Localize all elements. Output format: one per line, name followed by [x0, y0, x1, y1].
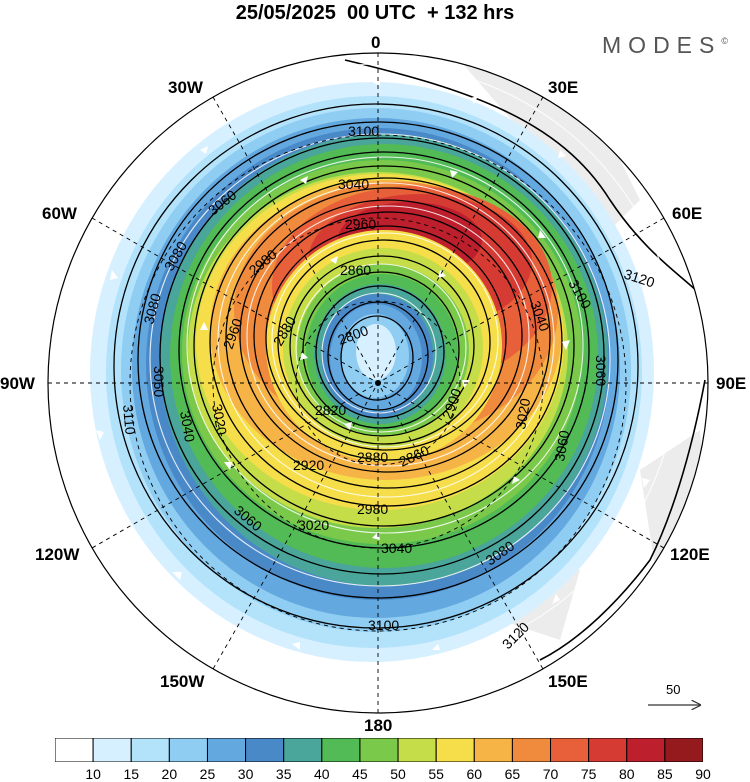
- copyright-mark: ©: [721, 36, 728, 46]
- colorbar-swatch: [397, 737, 437, 763]
- colorbar-swatch: [92, 737, 132, 763]
- logo-text: MODES: [602, 32, 722, 58]
- colorbar-swatch: [130, 737, 170, 763]
- longitude-label-150e: 150E: [548, 672, 588, 691]
- contour-label: 3020: [209, 403, 230, 437]
- colorbar-tick-label: 75: [580, 766, 597, 782]
- colorbar-tick-label: 20: [161, 766, 178, 782]
- contour-label: 3040: [381, 540, 412, 556]
- colorbar-swatch: [54, 737, 94, 763]
- colorbar-swatch: [664, 737, 704, 763]
- colorbar-swatch: [550, 737, 590, 763]
- contour-label: 3040: [177, 410, 198, 444]
- longitude-label-150w: 150W: [160, 672, 205, 691]
- contour-label: 3110: [120, 404, 139, 436]
- colorbar-tick-label: 40: [314, 766, 330, 782]
- colorbar-tick-label: 30: [237, 766, 254, 782]
- longitude-label-120w: 120W: [35, 545, 80, 564]
- longitude-label-30e: 30E: [548, 78, 579, 97]
- longitude-label-0: 0: [371, 33, 381, 52]
- colorbar-tick-label: 35: [275, 766, 292, 782]
- wind-speed-field: [48, 53, 708, 713]
- contour-label: 2880: [357, 449, 388, 465]
- colorbar-tick-label: 45: [352, 766, 368, 782]
- colorbar-tick-label: 80: [618, 766, 635, 782]
- colorbar-tick-label: 65: [504, 766, 521, 782]
- colorbar-swatch: [321, 737, 361, 763]
- colorbar-swatch: [435, 737, 475, 763]
- colorbar-tick-label: 10: [85, 766, 101, 782]
- longitude-label-30w: 30W: [168, 78, 203, 97]
- longitude-label-180: 180: [364, 716, 393, 735]
- contour-label: 3020: [512, 397, 533, 431]
- contour-label: 2860: [340, 262, 371, 278]
- colorbar-swatch: [168, 737, 208, 763]
- contour-label: 3060: [551, 429, 572, 463]
- longitude-label-120e: 120E: [670, 545, 710, 564]
- contour-label: 2820: [315, 402, 346, 418]
- colorbar-swatch: [359, 737, 399, 763]
- colorbar-tick-label: 25: [199, 766, 216, 782]
- contour-label: 3060: [593, 355, 609, 386]
- contour-label: 3020: [298, 517, 329, 533]
- contour-label: 2920: [293, 457, 324, 473]
- colorbar-swatch: [588, 737, 628, 763]
- longitude-label-90e: 90E: [716, 374, 747, 393]
- colorbar: [54, 737, 704, 763]
- wind-reference-label: 50: [666, 682, 681, 697]
- colorbar-swatch: [511, 737, 552, 763]
- colorbar-tick-label: 50: [390, 766, 406, 782]
- colorbar-tick-label: 15: [123, 766, 140, 782]
- colorbar-tick-label: 70: [542, 766, 559, 782]
- longitude-label-60w: 60W: [42, 204, 77, 223]
- modes-logo: MODES©: [602, 32, 728, 59]
- colorbar-swatch: [626, 737, 666, 763]
- colorbar-swatch: [245, 737, 285, 763]
- contour-label: 3100: [368, 617, 399, 633]
- colorbar-tick-label: 55: [428, 766, 444, 782]
- colorbar-swatch: [283, 737, 323, 763]
- colorbar-svg: [54, 737, 704, 763]
- colorbar-tick-label: 85: [657, 766, 673, 782]
- colorbar-tick-label: 90: [695, 766, 711, 782]
- contour-label: 3060: [151, 366, 167, 397]
- longitude-label-90w: 90W: [0, 374, 35, 393]
- colorbar-swatch: [206, 737, 247, 763]
- contour-label: 2980: [357, 501, 388, 517]
- contour-label: 3100: [348, 123, 379, 139]
- contour-label: 2960: [345, 216, 376, 232]
- longitude-label-60e: 60E: [672, 204, 703, 223]
- colorbar-swatch: [473, 737, 513, 763]
- map-title: 25/05/2025 00 UTC + 132 hrs: [235, 2, 515, 24]
- contour-label: 3040: [338, 176, 369, 192]
- colorbar-tick-label: 60: [466, 766, 483, 782]
- pole-marker: [375, 380, 381, 386]
- wind-arrow-heads: [96, 78, 676, 650]
- contour-label: 3080: [140, 291, 164, 325]
